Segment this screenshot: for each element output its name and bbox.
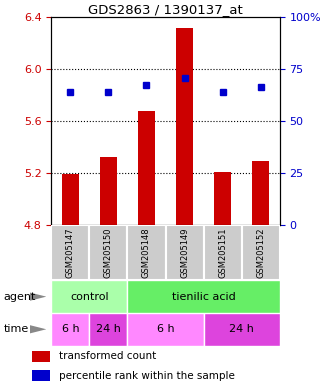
Bar	[51, 313, 89, 346]
Text: time: time	[3, 324, 28, 334]
Bar	[62, 174, 79, 225]
Bar	[127, 225, 166, 280]
Bar	[214, 172, 231, 225]
Text: agent: agent	[3, 291, 36, 302]
Bar	[204, 313, 280, 346]
Text: 24 h: 24 h	[229, 324, 254, 334]
Text: GSM205148: GSM205148	[142, 227, 151, 278]
Bar	[51, 280, 127, 313]
Text: transformed count: transformed count	[59, 351, 157, 361]
Bar	[127, 280, 280, 313]
Bar	[89, 313, 127, 346]
Bar	[166, 225, 204, 280]
Text: percentile rank within the sample: percentile rank within the sample	[59, 371, 235, 381]
Text: GSM205151: GSM205151	[218, 227, 227, 278]
Polygon shape	[30, 325, 46, 333]
Text: GSM205150: GSM205150	[104, 227, 113, 278]
Title: GDS2863 / 1390137_at: GDS2863 / 1390137_at	[88, 3, 243, 16]
Bar	[89, 225, 127, 280]
Text: 6 h: 6 h	[157, 324, 174, 334]
Bar	[127, 313, 204, 346]
Bar	[176, 28, 193, 225]
Bar	[138, 111, 155, 225]
Bar	[100, 157, 117, 225]
Bar	[204, 225, 242, 280]
Text: control: control	[70, 291, 109, 302]
Bar	[242, 225, 280, 280]
Bar	[252, 161, 269, 225]
Text: GSM205152: GSM205152	[256, 227, 265, 278]
Text: 24 h: 24 h	[96, 324, 121, 334]
Bar	[32, 370, 50, 381]
Bar	[32, 351, 50, 362]
Polygon shape	[30, 293, 46, 301]
Text: GSM205149: GSM205149	[180, 227, 189, 278]
Text: GSM205147: GSM205147	[66, 227, 75, 278]
Bar	[51, 225, 89, 280]
Text: 6 h: 6 h	[62, 324, 79, 334]
Text: tienilic acid: tienilic acid	[172, 291, 235, 302]
